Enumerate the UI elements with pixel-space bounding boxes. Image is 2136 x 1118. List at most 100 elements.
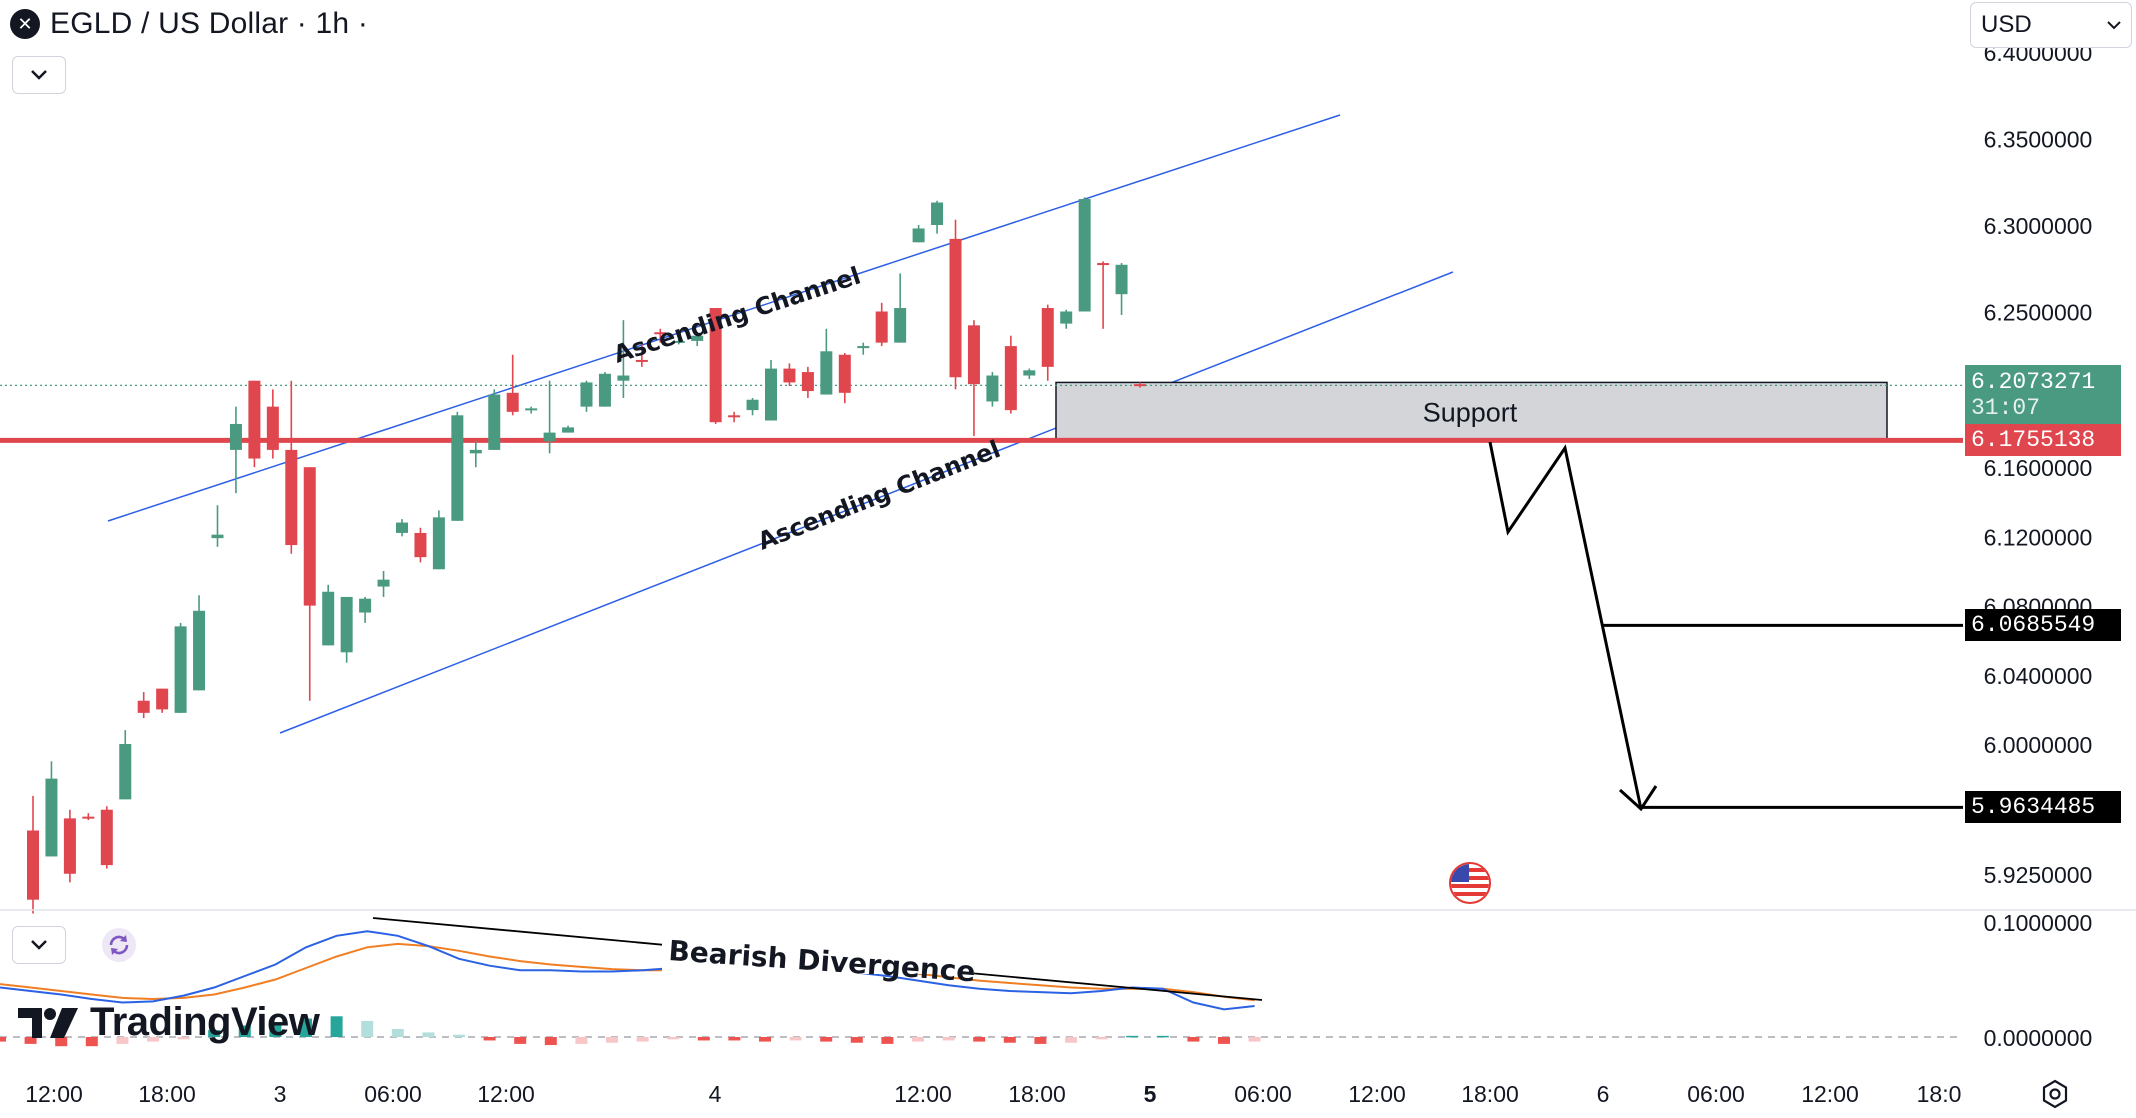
price-tick-label: 6.3000000 bbox=[1984, 213, 2093, 239]
candle-body bbox=[248, 380, 261, 459]
candle bbox=[193, 595, 206, 691]
candle bbox=[709, 308, 722, 424]
candle-body bbox=[303, 467, 316, 606]
candle-body bbox=[211, 534, 224, 539]
us-flag-event-icon[interactable] bbox=[1449, 862, 1491, 904]
candle-body bbox=[1060, 311, 1073, 324]
candle bbox=[359, 596, 372, 623]
chevron-down-icon bbox=[31, 940, 47, 950]
macd-histogram-bar bbox=[208, 1030, 221, 1037]
macd-histogram-bar bbox=[544, 1037, 557, 1046]
candle-body bbox=[765, 368, 777, 421]
divergence-label-bg bbox=[662, 932, 974, 974]
refresh-indicator-button[interactable] bbox=[102, 928, 136, 962]
candle bbox=[119, 730, 132, 800]
macd-histogram-bar bbox=[820, 1037, 833, 1042]
candle bbox=[266, 389, 279, 459]
macd-histogram-bar bbox=[1065, 1037, 1077, 1043]
macd-tick-label: 0.0000000 bbox=[1984, 1025, 2093, 1051]
candle-body bbox=[82, 816, 95, 819]
macd-histogram-bar bbox=[667, 1037, 680, 1040]
candle-body bbox=[137, 700, 150, 713]
candle bbox=[783, 363, 796, 386]
candle-body bbox=[875, 311, 888, 343]
candle bbox=[1023, 368, 1036, 379]
time-tick-label: 06:00 bbox=[364, 1081, 422, 1107]
target2-price-label: 5.9634485 bbox=[1965, 791, 2121, 824]
candle bbox=[598, 372, 611, 407]
price-axis[interactable]: 6.40000006.35000006.30000006.25000006.16… bbox=[1984, 40, 2093, 888]
macd-histogram-bar bbox=[697, 1037, 710, 1041]
candle bbox=[543, 380, 556, 454]
candle-body bbox=[45, 778, 58, 857]
candle bbox=[672, 339, 685, 345]
candle bbox=[986, 372, 999, 407]
candle-body bbox=[931, 202, 944, 225]
target1-price-label: 6.0685549 bbox=[1965, 609, 2121, 642]
candle bbox=[248, 380, 261, 468]
tradingview-brand[interactable]: TradingView bbox=[18, 1000, 320, 1045]
time-tick-label: 12:00 bbox=[894, 1081, 952, 1107]
macd-tick-label: 0.1000000 bbox=[1984, 910, 2093, 936]
collapse-legend-button[interactable] bbox=[12, 56, 66, 94]
candle bbox=[691, 332, 704, 347]
macd-histogram-bar bbox=[422, 1032, 435, 1037]
candle bbox=[156, 688, 169, 713]
channel-lower-label: Ascending Channel bbox=[754, 435, 1004, 556]
support-zone-label: Support bbox=[1423, 397, 1518, 427]
macd-axis[interactable]: 0.1000000 0.0000000 bbox=[1984, 910, 2093, 1051]
macd-histogram-bar bbox=[391, 1028, 404, 1037]
candle bbox=[838, 353, 851, 404]
time-tick-label: 12:00 bbox=[1801, 1081, 1859, 1107]
price-tick-label: 6.0000000 bbox=[1984, 732, 2093, 758]
macd-histogram-bar bbox=[575, 1037, 588, 1044]
macd-histogram-bar bbox=[147, 1037, 159, 1042]
candle-body bbox=[193, 610, 206, 691]
candles-layer bbox=[27, 197, 1146, 914]
candle-body bbox=[967, 325, 980, 385]
time-tick-label: 12:00 bbox=[1348, 1081, 1406, 1107]
time-axis[interactable]: 12:00 18:00 3 06:00 12:00 4 12:00 18:00 5 06:00 12… bbox=[25, 1081, 1961, 1107]
refresh-icon bbox=[109, 935, 129, 955]
candle bbox=[1134, 382, 1146, 388]
symbol-title[interactable]: EGLD / US Dollar · 1h · bbox=[50, 7, 369, 40]
macd-histogram-bar bbox=[0, 1037, 6, 1042]
brand-name: TradingView bbox=[90, 1000, 320, 1044]
settings-gear-icon[interactable] bbox=[2042, 1079, 2068, 1109]
channel-labels: Ascending Channel Ascending Channel bbox=[610, 262, 1004, 556]
candle-body bbox=[377, 579, 390, 587]
candle-body bbox=[27, 830, 39, 900]
macd-histogram-bar bbox=[85, 1037, 98, 1047]
candle-body bbox=[691, 335, 704, 341]
candle bbox=[229, 406, 242, 494]
candle-body bbox=[285, 449, 298, 546]
time-tick-label: 18:00 bbox=[138, 1081, 196, 1107]
macd-histogram-bar bbox=[1218, 1037, 1230, 1044]
symbol-header: ✕ EGLD / US Dollar · 1h · bbox=[10, 6, 368, 42]
time-tick-label: 12:00 bbox=[477, 1081, 535, 1107]
time-tick-label: 12:00 bbox=[25, 1081, 83, 1107]
candle bbox=[303, 467, 316, 701]
candle bbox=[27, 795, 39, 914]
collapse-indicator-button[interactable] bbox=[12, 926, 66, 964]
candle bbox=[857, 342, 870, 355]
time-tick-label: 18:00 bbox=[1008, 1081, 1066, 1107]
egld-logo-icon: ✕ bbox=[10, 9, 40, 39]
current-price-label: 6.2073271 31:07 bbox=[1965, 365, 2121, 426]
macd-histogram-bar bbox=[177, 1037, 190, 1040]
macd-histogram-bar bbox=[24, 1037, 37, 1044]
candle bbox=[1078, 197, 1091, 312]
macd-histogram-bar bbox=[942, 1037, 955, 1041]
macd-histogram bbox=[0, 1016, 1261, 1047]
candle bbox=[469, 441, 482, 468]
price-tick-label: 6.3500000 bbox=[1984, 127, 2093, 153]
currency-select[interactable]: USD bbox=[1970, 2, 2132, 48]
candle bbox=[562, 425, 575, 433]
candle-body bbox=[63, 818, 76, 874]
candle-body bbox=[912, 228, 925, 243]
candle-body bbox=[949, 238, 962, 378]
candle bbox=[82, 813, 95, 821]
time-tick-label: 06:00 bbox=[1234, 1081, 1292, 1107]
candle bbox=[432, 510, 445, 570]
